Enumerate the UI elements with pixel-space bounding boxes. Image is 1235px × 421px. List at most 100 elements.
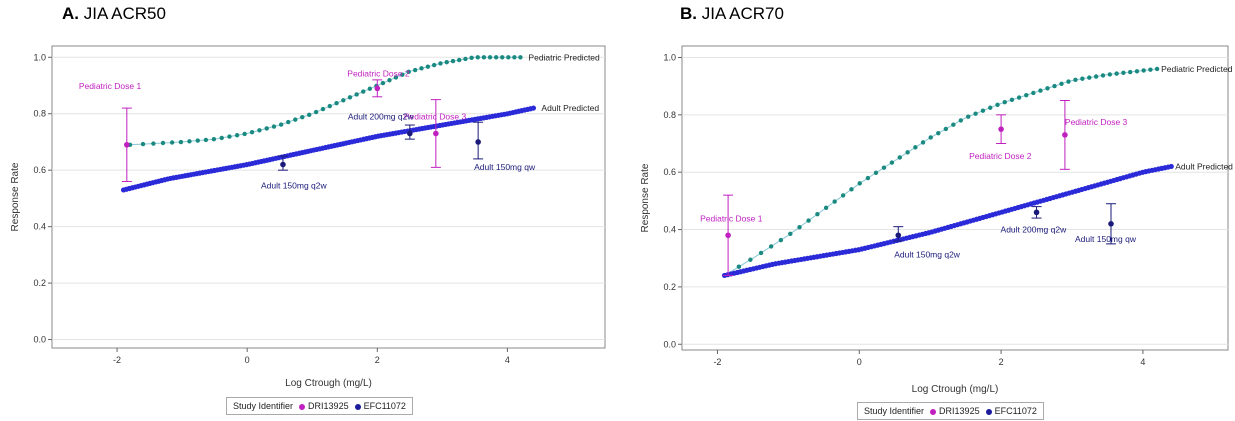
observed-point — [407, 130, 413, 137]
legend-b-item-dri: DRI13925 — [930, 406, 980, 416]
panel-a-title: A. JIA ACR50 — [62, 4, 166, 24]
pediatric-predicted-point — [431, 62, 437, 68]
pediatric-predicted-point — [1002, 99, 1007, 105]
chart-a: 0.0 0.2 0.4 0.6 0.8 1.0 -2 0 2 4 Log Ctrough (mg/L… — [10, 45, 606, 389]
pediatric-predicted-point — [341, 98, 346, 103]
pediatric-predicted-point — [1031, 90, 1036, 96]
pediatric-predicted-point — [481, 55, 487, 60]
observed-point — [280, 161, 286, 168]
observed-point-label: Pediatric Dose 2 — [969, 151, 1032, 161]
legend-a-dot-efc — [354, 403, 361, 410]
pediatric-predicted-point — [257, 128, 262, 133]
y-tick-label: 0.8 — [663, 110, 676, 120]
pediatric-predicted-point — [393, 75, 399, 80]
legend-b-dot-dri — [930, 408, 937, 415]
pediatric-predicted-point — [832, 199, 837, 204]
pediatric-predicted-point — [865, 175, 871, 181]
observed-point — [124, 141, 130, 148]
pediatric-predicted-point — [913, 145, 918, 150]
pediatric-predicted-point — [1038, 88, 1043, 93]
panel-b-letter: B. — [680, 4, 697, 23]
pediatric-predicted-point — [1121, 70, 1126, 76]
pediatric-predicted-label: Pediatric Predicted — [528, 52, 600, 62]
observed-point-label: Pediatric Dose 3 — [404, 111, 467, 121]
pediatric-predicted-point — [354, 92, 359, 97]
legend-a-item-dri: DRI13925 — [299, 401, 349, 411]
pediatric-predicted-point — [1016, 95, 1022, 100]
pediatric-predicted-point — [905, 150, 910, 155]
y-tick-label: 0.6 — [663, 167, 676, 177]
observed-point — [374, 85, 381, 92]
pediatric-predicted-point — [211, 137, 217, 142]
pediatric-predicted-point — [988, 105, 993, 110]
y-tick-label: 0.2 — [33, 278, 46, 288]
pediatric-predicted-point — [475, 55, 480, 60]
pediatric-predicted-point — [361, 89, 366, 94]
pediatric-predicted-label: Pediatric Predicted — [1161, 64, 1233, 74]
pediatric-predicted-point — [151, 141, 156, 146]
pediatric-predicted-point — [1154, 66, 1160, 72]
legend-a-dot-dri — [299, 403, 306, 410]
y-tick-label: 0.0 — [663, 339, 676, 349]
pediatric-predicted-point — [881, 165, 887, 170]
observed-point-label: Adult 150mg q2w — [261, 181, 328, 191]
pediatric-predicted-point — [313, 109, 319, 115]
observed-point-label: Adult 150mg qw — [474, 162, 536, 172]
legend-a-label-efc: EFC11072 — [363, 401, 406, 411]
pediatric-predicted-point — [1052, 83, 1057, 89]
pediatric-predicted-point — [203, 137, 209, 143]
plot-frame — [681, 45, 1229, 351]
pediatric-predicted-point — [995, 102, 1000, 108]
pediatric-predicted-point — [264, 126, 269, 131]
adult-predicted-label: Adult Predicted — [1175, 161, 1233, 171]
observed-point — [998, 126, 1004, 132]
legend-a-label-dri: DRI13925 — [308, 401, 349, 411]
pediatric-predicted-point — [293, 117, 298, 122]
pediatric-predicted-point — [788, 231, 793, 237]
pediatric-predicted-point — [1009, 97, 1015, 103]
plot-frame — [51, 45, 606, 349]
x-tick-label: 4 — [1140, 357, 1145, 367]
observed-point-label: Adult 150mg q2w — [894, 249, 961, 259]
pediatric-predicted-point — [1045, 86, 1050, 91]
y-tick-label: 0.0 — [33, 335, 46, 345]
pediatric-predicted-point — [758, 250, 764, 256]
y-tick-label: 1.0 — [33, 52, 46, 62]
observed-point-label: Adult 200mg q2w — [1001, 224, 1068, 234]
pediatric-predicted-point — [1107, 72, 1113, 77]
pediatric-predicted-point — [286, 119, 291, 125]
pediatric-predicted-point — [493, 55, 499, 60]
pediatric-predicted-point — [219, 135, 224, 141]
observed-point-label: Adult 200mg q2w — [348, 111, 415, 121]
adult-predicted-label: Adult Predicted — [541, 103, 599, 113]
y-tick-label: 0.4 — [663, 225, 676, 235]
x-tick-label: -2 — [113, 355, 121, 365]
pediatric-predicted-point — [160, 140, 166, 146]
legend-b-item-efc: EFC11072 — [985, 406, 1037, 416]
pediatric-predicted-point — [943, 126, 949, 132]
legend-b-title: Study Identifier — [864, 406, 925, 416]
pediatric-predicted-point — [469, 55, 474, 61]
pediatric-predicted-point — [778, 237, 784, 243]
pediatric-predicted-point — [748, 257, 753, 262]
pediatric-predicted-point — [278, 122, 284, 127]
pediatric-predicted-point — [463, 56, 468, 62]
panel-a-letter: A. — [62, 4, 79, 23]
pediatric-predicted-point — [234, 133, 240, 138]
x-tick-label: 2 — [999, 357, 1004, 367]
chart-b: 0.0 0.2 0.4 0.6 0.8 1.0 -2 0 2 4 Log Ctrough (mg/L… — [640, 45, 1233, 395]
observed-point — [1033, 209, 1040, 216]
observed-point-label: Pediatric Dose 2 — [347, 68, 410, 78]
y-axis-label: Response Rate — [10, 162, 21, 231]
legend-a-title: Study Identifier — [233, 401, 294, 411]
pediatric-predicted-point — [1024, 93, 1029, 98]
pediatric-predicted-point — [840, 193, 846, 198]
pediatric-predicted-point — [457, 57, 462, 63]
pediatric-predicted-point — [412, 67, 418, 73]
pediatric-predicted-point — [419, 66, 424, 71]
pediatric-predicted-point — [500, 55, 505, 60]
pediatric-predicted-point — [271, 124, 277, 129]
observed-point-label: Pediatric Dose 1 — [79, 81, 142, 91]
pediatric-predicted-point — [307, 112, 312, 117]
